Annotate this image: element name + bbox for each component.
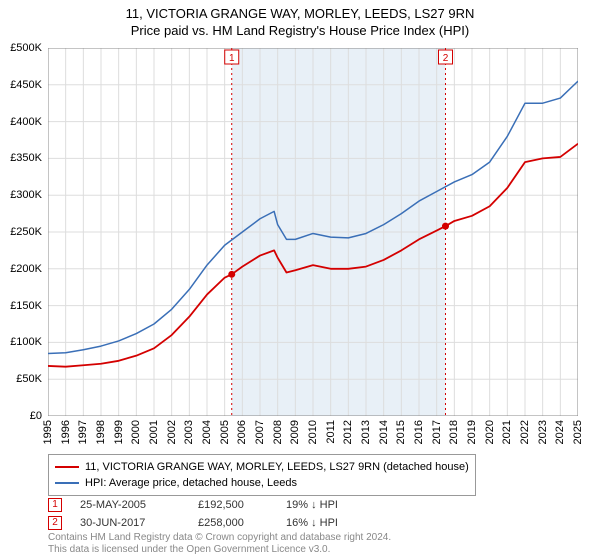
attribution-line: This data is licensed under the Open Gov… bbox=[48, 544, 391, 556]
title-block: 11, VICTORIA GRANGE WAY, MORLEY, LEEDS, … bbox=[0, 0, 600, 38]
x-tick-label: 2024 bbox=[554, 420, 566, 444]
x-tick-label: 2022 bbox=[519, 420, 531, 444]
y-tick-label: £450K bbox=[0, 79, 42, 91]
x-tick-label: 2014 bbox=[378, 420, 390, 444]
sale-date: 30-JUN-2017 bbox=[80, 517, 180, 529]
title-address: 11, VICTORIA GRANGE WAY, MORLEY, LEEDS, … bbox=[0, 6, 600, 21]
y-tick-label: £100K bbox=[0, 336, 42, 348]
legend-label: HPI: Average price, detached house, Leed… bbox=[85, 475, 297, 491]
x-tick-label: 2016 bbox=[413, 420, 425, 444]
legend-swatch bbox=[55, 466, 79, 468]
sale-row: 1 25-MAY-2005 £192,500 19% ↓ HPI bbox=[48, 496, 376, 514]
svg-text:2: 2 bbox=[443, 53, 449, 64]
y-tick-label: £350K bbox=[0, 152, 42, 164]
x-tick-label: 2018 bbox=[448, 420, 460, 444]
x-tick-label: 2017 bbox=[431, 420, 443, 444]
x-tick-label: 1997 bbox=[77, 420, 89, 444]
y-tick-label: £0 bbox=[0, 410, 42, 422]
x-tick-label: 2020 bbox=[484, 420, 496, 444]
sale-marker-box: 1 bbox=[48, 498, 62, 512]
chart-svg: 12 bbox=[48, 48, 578, 416]
x-tick-label: 2013 bbox=[360, 420, 372, 444]
x-tick-label: 1998 bbox=[95, 420, 107, 444]
x-tick-label: 2001 bbox=[148, 420, 160, 444]
x-tick-label: 2019 bbox=[466, 420, 478, 444]
sale-price: £192,500 bbox=[198, 499, 268, 511]
x-tick-label: 2025 bbox=[572, 420, 584, 444]
legend-item: 11, VICTORIA GRANGE WAY, MORLEY, LEEDS, … bbox=[55, 459, 469, 475]
legend-swatch bbox=[55, 482, 79, 484]
legend: 11, VICTORIA GRANGE WAY, MORLEY, LEEDS, … bbox=[48, 454, 476, 496]
attribution: Contains HM Land Registry data © Crown c… bbox=[48, 532, 391, 556]
sale-hpi-diff: 16% ↓ HPI bbox=[286, 517, 376, 529]
title-subtitle: Price paid vs. HM Land Registry's House … bbox=[0, 23, 600, 38]
sales-table: 1 25-MAY-2005 £192,500 19% ↓ HPI 2 30-JU… bbox=[48, 496, 376, 532]
x-tick-label: 2000 bbox=[130, 420, 142, 444]
attribution-line: Contains HM Land Registry data © Crown c… bbox=[48, 532, 391, 544]
x-tick-label: 2006 bbox=[236, 420, 248, 444]
y-tick-label: £250K bbox=[0, 226, 42, 238]
sale-marker-number: 2 bbox=[52, 518, 58, 528]
chart-container: 11, VICTORIA GRANGE WAY, MORLEY, LEEDS, … bbox=[0, 0, 600, 560]
x-tick-label: 2004 bbox=[201, 420, 213, 444]
x-tick-label: 1999 bbox=[113, 420, 125, 444]
y-tick-label: £50K bbox=[0, 373, 42, 385]
x-tick-label: 2008 bbox=[272, 420, 284, 444]
x-tick-label: 2010 bbox=[307, 420, 319, 444]
x-tick-label: 2002 bbox=[166, 420, 178, 444]
x-tick-label: 2023 bbox=[537, 420, 549, 444]
y-tick-label: £400K bbox=[0, 116, 42, 128]
sale-row: 2 30-JUN-2017 £258,000 16% ↓ HPI bbox=[48, 514, 376, 532]
sale-hpi-diff: 19% ↓ HPI bbox=[286, 499, 376, 511]
x-tick-label: 1995 bbox=[42, 420, 54, 444]
svg-text:1: 1 bbox=[229, 53, 235, 64]
legend-label: 11, VICTORIA GRANGE WAY, MORLEY, LEEDS, … bbox=[85, 459, 469, 475]
x-tick-label: 2021 bbox=[501, 420, 513, 444]
sale-marker-number: 1 bbox=[52, 500, 58, 510]
sale-marker-box: 2 bbox=[48, 516, 62, 530]
x-tick-label: 2011 bbox=[325, 420, 337, 444]
x-tick-label: 2009 bbox=[289, 420, 301, 444]
x-tick-label: 1996 bbox=[60, 420, 72, 444]
x-tick-label: 2012 bbox=[342, 420, 354, 444]
x-tick-label: 2007 bbox=[254, 420, 266, 444]
y-tick-label: £500K bbox=[0, 42, 42, 54]
sale-date: 25-MAY-2005 bbox=[80, 499, 180, 511]
sale-price: £258,000 bbox=[198, 517, 268, 529]
x-tick-label: 2003 bbox=[183, 420, 195, 444]
x-tick-label: 2015 bbox=[395, 420, 407, 444]
y-tick-label: £200K bbox=[0, 263, 42, 275]
chart-area: 12 £0£50K£100K£150K£200K£250K£300K£350K£… bbox=[48, 48, 578, 416]
x-tick-label: 2005 bbox=[219, 420, 231, 444]
y-tick-label: £300K bbox=[0, 189, 42, 201]
y-tick-label: £150K bbox=[0, 300, 42, 312]
legend-item: HPI: Average price, detached house, Leed… bbox=[55, 475, 469, 491]
